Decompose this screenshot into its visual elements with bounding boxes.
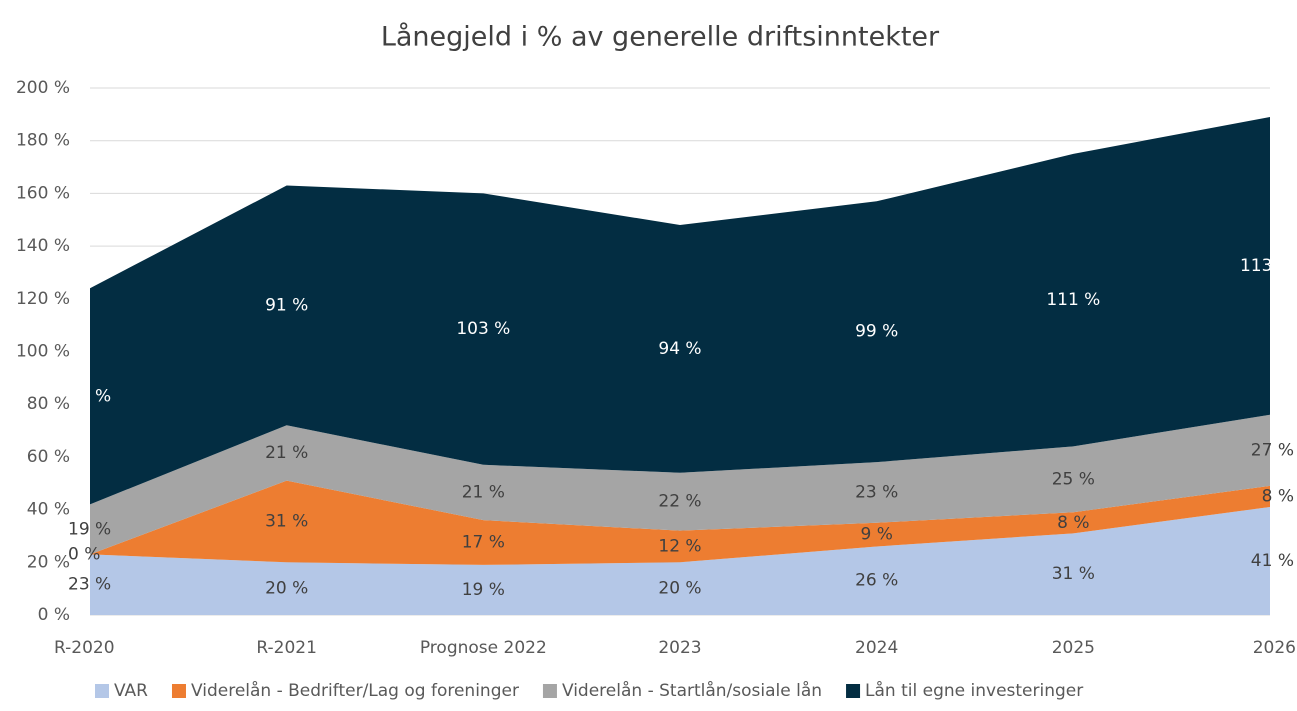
y-tick-label: 0 % [38,605,70,625]
data-label: 31 % [1052,564,1095,584]
x-tick-label: R-2021 [256,638,317,658]
y-tick-label: 60 % [27,447,70,467]
y-tick-label: 120 % [16,289,70,309]
chart-title: Lånegjeld i % av generelle driftsinntekt… [381,22,940,53]
data-label: 111 % [1046,290,1100,310]
data-label: 94 % [658,339,701,359]
legend-swatch [171,684,186,698]
data-label: 0 % [68,544,100,564]
data-label: 17 % [462,533,505,553]
x-tick-label: Prognose 2022 [420,638,547,658]
data-label: 23 % [855,482,898,502]
area [90,116,1270,505]
y-tick-label: 40 % [27,500,70,520]
y-tick-label: 140 % [16,236,70,256]
x-tick-label: 2024 [855,638,898,658]
data-label: 113 % [1240,256,1294,276]
data-label: 99 % [855,322,898,342]
area [90,414,1270,555]
data-label: 103 % [456,319,510,339]
legend-swatch [846,684,861,698]
legend-swatch [95,684,109,698]
x-tick-label: 2026 [1253,638,1296,658]
data-label: 9 % [860,525,892,545]
legend-swatch [542,684,557,698]
data-label: 19 % [462,580,505,600]
y-tick-label: 160 % [16,183,70,203]
data-label: 8 % [1057,513,1089,533]
y-tick-label: 180 % [16,131,70,151]
data-label: 12 % [658,536,701,556]
legend-label: Lån til egne investeringer [865,680,1083,701]
data-label: 21 % [265,443,308,463]
x-tick-label: 2023 [658,638,701,658]
data-label: 91 % [265,295,308,315]
y-tick-label: 20 % [27,552,70,572]
y-tick-label: 100 % [16,342,70,362]
y-tick-label: 200 % [16,78,70,98]
x-tick-label: R-2020 [54,638,115,658]
data-label: 19 % [68,519,111,539]
data-label: 27 % [1251,440,1294,460]
area [90,480,1270,565]
legend: VAR Viderelån - Bedrifter/Lag og forening… [95,680,1083,701]
x-tick-label: 2025 [1052,638,1095,658]
data-label: 41 % [1251,551,1294,571]
data-label: 8 % [1262,486,1294,506]
legend-label: VAR [114,681,148,701]
legend-label: Viderelån - Bedrifter/Lag og foreninger [191,680,519,701]
data-label: 26 % [855,571,898,591]
data-label: 21 % [462,482,505,502]
legend-label: Viderelån - Startlån/sosiale lån [562,680,822,701]
data-label: 25 % [1052,469,1095,489]
data-label: 20 % [658,579,701,599]
data-label: 82 % [68,386,111,406]
data-label: 31 % [265,511,308,531]
y-tick-label: 80 % [27,394,70,414]
data-label: 22 % [658,492,701,512]
area [90,506,1270,615]
data-label: 23 % [68,575,111,595]
data-label: 20 % [265,579,308,599]
